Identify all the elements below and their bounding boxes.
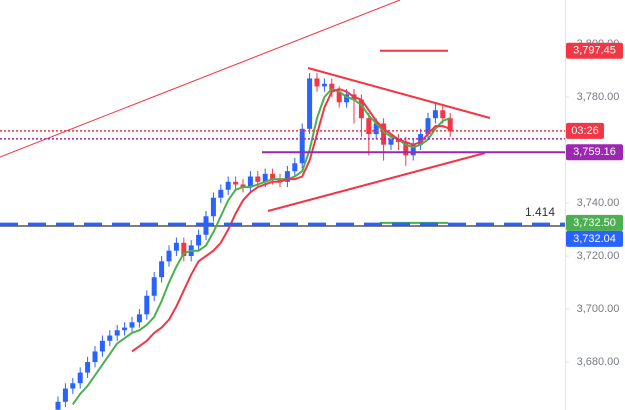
candle-body: [447, 118, 453, 132]
candle-body: [270, 173, 276, 180]
candle-body: [262, 173, 268, 182]
candle-body: [144, 295, 150, 315]
candle-body: [196, 234, 202, 246]
candle-body: [381, 123, 387, 145]
triangle-upper: [307, 67, 491, 119]
candle-body: [299, 128, 305, 164]
candle-body: [173, 242, 179, 251]
price-label: 3,732.50: [573, 217, 616, 229]
candle-body: [218, 189, 224, 198]
candle-body: [70, 383, 76, 389]
candle-body: [129, 322, 135, 328]
price-label-bg: [566, 42, 623, 59]
candle-body: [321, 83, 327, 87]
price-label: 3,797.45: [573, 45, 616, 57]
candle-body: [329, 83, 335, 92]
candle-body: [85, 362, 91, 373]
candle-body: [99, 340, 105, 352]
candle-body: [336, 91, 342, 103]
trend-line: [0, 0, 401, 158]
candle-body: [403, 142, 409, 156]
candle-body: [107, 335, 113, 341]
candle-body: [388, 139, 394, 145]
candle-body: [247, 176, 253, 188]
candle-body: [255, 176, 261, 182]
candle-body: [395, 139, 401, 143]
candle-body: [92, 351, 98, 363]
moving-average: [71, 87, 451, 406]
candle-body: [277, 179, 283, 182]
candle-body: [122, 327, 128, 331]
candle-body: [136, 314, 142, 323]
candle-body: [77, 372, 83, 384]
candle-body: [151, 277, 157, 296]
candle-body: [225, 181, 231, 190]
candle-body: [358, 99, 364, 119]
y-tick-label: 3,720.00: [577, 250, 620, 262]
y-tick-label: 3,740.00: [577, 197, 620, 209]
price-label-bg: [566, 144, 623, 161]
candle-body: [314, 78, 320, 87]
candle-body: [432, 110, 438, 119]
y-tick-label: 3,700.00: [577, 303, 620, 315]
candle-body: [344, 94, 350, 103]
candle-body: [284, 171, 290, 182]
candle-body: [292, 163, 298, 172]
candle-body: [166, 250, 172, 262]
candle-body: [373, 123, 379, 135]
candle-body: [307, 78, 313, 129]
price-label: 3,759.16: [573, 146, 616, 158]
candle-body: [366, 118, 372, 135]
candle-body: [425, 118, 431, 135]
countdown-bg: [566, 122, 604, 139]
candle-body: [159, 261, 165, 278]
price-label: 3,732.04: [573, 233, 616, 245]
candle-body: [210, 197, 216, 217]
candle-body: [114, 330, 120, 336]
candle-body: [440, 110, 446, 119]
candle-body: [410, 144, 416, 156]
triangle-lower: [267, 152, 486, 212]
candle-body: [181, 242, 187, 257]
fib-label: 1.414: [525, 205, 555, 219]
price-label-bg: [566, 214, 623, 231]
candle-body: [240, 184, 246, 188]
y-tick-label: 3,780.00: [577, 91, 620, 103]
countdown-label: 03:26: [571, 125, 599, 137]
price-label-bg: [566, 230, 623, 247]
candle-body: [55, 401, 61, 410]
candle-body: [233, 181, 239, 185]
y-tick-label: 3,680.00: [577, 356, 620, 368]
candle-body: [62, 388, 68, 402]
